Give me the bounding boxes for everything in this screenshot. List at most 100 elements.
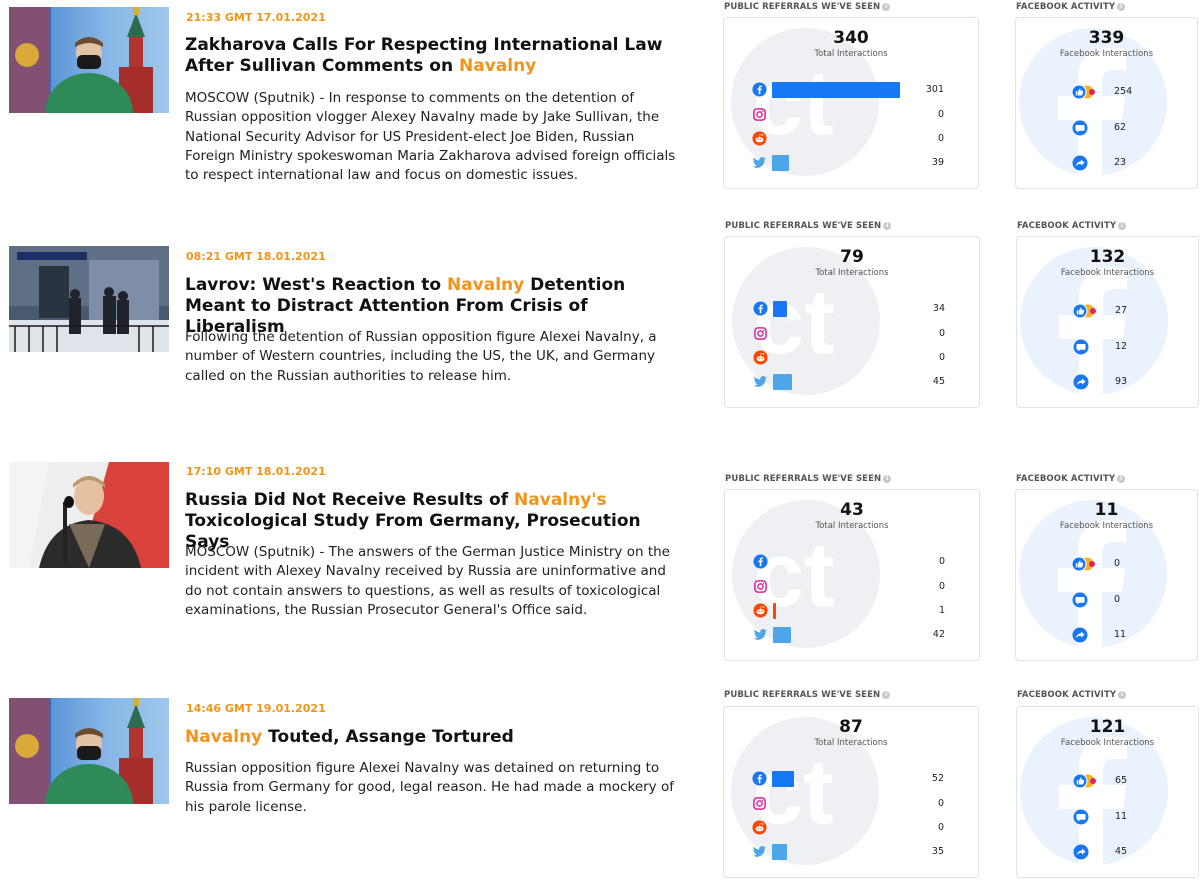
twitter-icon [753,627,768,642]
referral-bar-twitter [773,627,791,643]
article-title-text: Touted, Assange Tortured [262,727,514,747]
facebook-row-shares: 93 [1017,371,1198,393]
referral-value-facebook: 34 [932,303,945,314]
facebook-activity-title: FACEBOOK ACTIVITY [1016,2,1116,12]
facebook-activity-title: FACEBOOK ACTIVITY [1016,474,1116,484]
article-summary: Russian opposition figure Alexei Navalny… [185,760,674,815]
referral-value-instagram: 0 [938,581,945,592]
facebook-row-shares: 11 [1016,624,1197,646]
article-summary: Following the detention of Russian oppos… [185,329,657,384]
referral-value-twitter: 42 [932,629,945,640]
referral-value-instagram: 0 [937,109,944,120]
facebook-value-reactions: 0 [1114,558,1121,569]
total-interactions-label: Total Interactions [814,49,888,59]
facebook-activity-panel-label: FACEBOOK ACTIVITY i [1017,221,1127,231]
total-interactions-label: Total Interactions [815,521,889,531]
referral-row-reddit: 0 [724,129,978,149]
facebook-watermark-icon [1018,494,1168,654]
article-title-text: Russia Did Not Receive Results of [185,490,515,510]
referral-row-twitter: 39 [724,153,978,173]
referral-row-instagram: 0 [724,105,978,125]
referrals-panel-label: PUBLIC REFERRALS WE'VE SEEN i [725,474,892,484]
facebook-activity-panel-label: FACEBOOK ACTIVITY i [1016,2,1126,12]
referral-value-instagram: 0 [938,328,945,339]
facebook-activity-card: 132 Facebook Interactions 27 12 93 [1016,236,1199,408]
total-interactions-label: Total Interactions [814,738,888,748]
facebook-activity-title: FACEBOOK ACTIVITY [1017,221,1117,231]
article-title-text: Zakharova Calls For Respecting Internati… [185,35,663,76]
referral-value-instagram: 0 [937,798,944,809]
article-timestamp: 17:10 GMT 18.01.2021 [186,465,326,478]
article-title-highlight: Navalny [446,275,525,295]
article-title-highlight: Navalny's [514,490,607,510]
facebook-interactions-value: 339 [1088,28,1125,48]
total-interactions-value: 79 [840,247,864,267]
referral-value-reddit: 0 [937,133,944,144]
referral-row-reddit: 1 [725,601,979,621]
referral-row-instagram: 0 [724,794,978,814]
referral-row-instagram: 0 [725,577,979,597]
referral-row-facebook: 34 [725,299,979,319]
comments-icon [1073,809,1089,825]
facebook-value-reactions: 27 [1115,305,1128,316]
facebook-interactions-value: 11 [1094,500,1119,520]
facebook-interactions-label: Facebook Interactions [1059,521,1154,531]
reactions-icon [1072,773,1097,789]
shares-icon [1073,844,1089,860]
referral-value-reddit: 1 [938,605,945,616]
facebook-icon [752,771,767,786]
info-icon[interactable]: i [1118,690,1127,699]
article-title-highlight: Navalny [459,56,537,76]
facebook-watermark-icon [1019,241,1169,401]
referral-row-instagram: 0 [725,324,979,344]
facebook-value-comments: 11 [1115,811,1128,822]
referrals-panel-title: PUBLIC REFERRALS WE'VE SEEN [724,2,881,12]
referral-value-twitter: 39 [931,157,944,168]
article-thumbnail[interactable] [9,462,169,568]
referral-row-facebook: 0 [725,552,979,572]
comments-icon [1073,339,1089,355]
article-title-link[interactable]: Russia Did Not Receive Results of Navaln… [185,490,685,553]
facebook-row-reactions: 0 [1016,553,1197,575]
info-icon[interactable]: i [1117,2,1126,11]
facebook-value-comments: 0 [1114,594,1121,605]
referral-value-twitter: 45 [932,376,945,387]
article-thumbnail[interactable] [9,246,169,352]
article-title-link[interactable]: Zakharova Calls For Respecting Internati… [185,35,685,77]
article-thumbnail[interactable] [9,698,169,804]
referral-bar-twitter [772,155,789,171]
referral-value-facebook: 301 [925,84,944,95]
facebook-activity-panel-label: FACEBOOK ACTIVITY i [1017,690,1127,700]
facebook-interactions-label: Facebook Interactions [1060,268,1155,278]
facebook-icon [753,554,768,569]
article-title-highlight: Navalny [185,727,263,747]
facebook-icon [752,82,767,97]
reactions-icon [1072,303,1097,319]
referral-value-facebook: 0 [938,556,945,567]
facebook-value-shares: 11 [1114,629,1127,640]
facebook-interactions-value: 121 [1089,717,1126,737]
info-icon[interactable]: i [883,221,892,230]
article-title-text: Toxicological Study From Germany, Prosec… [185,511,641,552]
comments-icon [1072,120,1088,136]
facebook-activity-panel-label: FACEBOOK ACTIVITY i [1016,474,1126,484]
info-icon[interactable]: i [882,690,891,699]
reddit-icon [753,603,768,618]
referral-bar-facebook [772,82,900,98]
reactions-icon [1071,556,1096,572]
info-icon[interactable]: i [883,474,892,483]
facebook-row-shares: 45 [1017,841,1198,863]
referrals-card: ct 87 Total Interactions 52 0 0 35 [723,706,979,878]
crowdtangle-watermark-icon: ct [730,22,880,182]
info-icon[interactable]: i [1117,474,1126,483]
article-title-link[interactable]: Lavrov: West's Reaction to Navalny Deten… [185,275,685,338]
info-icon[interactable]: i [1118,221,1127,230]
referrals-panel-title: PUBLIC REFERRALS WE'VE SEEN [725,221,882,231]
twitter-icon [753,374,768,389]
article-thumbnail[interactable] [9,7,169,113]
facebook-row-comments: 12 [1017,336,1198,358]
article-title-link[interactable]: Navalny Touted, Assange Tortured [185,727,685,748]
info-icon[interactable]: i [882,2,891,11]
facebook-activity-title: FACEBOOK ACTIVITY [1017,690,1117,700]
referral-row-twitter: 35 [724,842,978,862]
